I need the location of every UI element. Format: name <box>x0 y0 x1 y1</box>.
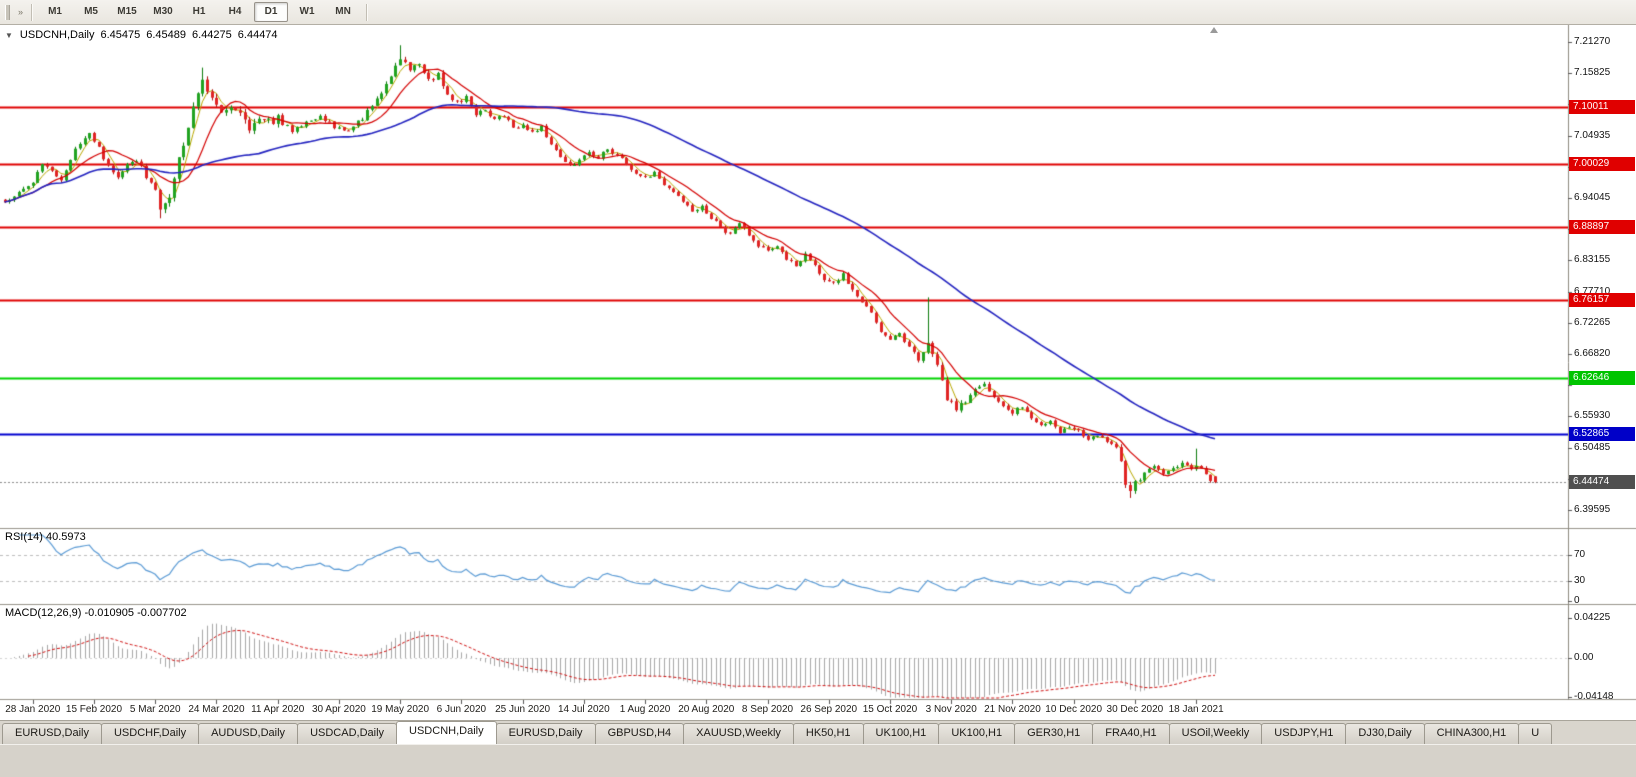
chart-shift-marker[interactable] <box>1210 27 1218 33</box>
current-price-badge: 6.44474 <box>1569 475 1635 490</box>
price-chart-canvas[interactable] <box>0 25 1636 720</box>
macd-indicator-label: MACD(12,26,9) -0.010905 -0.007702 <box>5 607 187 619</box>
chart-tab-UK100-H1[interactable]: UK100,H1 <box>938 723 1016 744</box>
hline-price-badge: 6.62646 <box>1569 370 1635 385</box>
date-axis-label: 15 Feb 2020 <box>65 704 123 715</box>
timeframe-button-M5[interactable]: M5 <box>84 6 98 17</box>
toolbar-separator <box>31 3 33 21</box>
price-axis-tick: 6.55930 <box>1574 410 1611 422</box>
price-axis-tick: 6.83155 <box>1574 254 1611 266</box>
price-axis-tick: 7.04935 <box>1574 129 1611 141</box>
chart-tab-XAUUSD-Weekly[interactable]: XAUUSD,Weekly <box>683 723 794 744</box>
date-axis-label: 21 Nov 2020 <box>984 704 1041 715</box>
chart-tab-USDJPY-H1[interactable]: USDJPY,H1 <box>1261 723 1347 744</box>
date-axis-label: 1 Aug 2020 <box>619 704 671 715</box>
price-axis-tick: 6.50485 <box>1574 441 1611 453</box>
chart-tab-EURUSD-Daily[interactable]: EURUSD,Daily <box>495 723 596 744</box>
chart-tab-FRA40-H1[interactable]: FRA40,H1 <box>1092 723 1170 744</box>
chart-tab-UK100-H1[interactable]: UK100,H1 <box>862 723 940 744</box>
timeframe-button-MN[interactable]: MN <box>335 6 351 17</box>
date-axis-label: 30 Dec 2020 <box>1106 704 1164 715</box>
chart-title: ▼ USDCNH,Daily 6.45475 6.45489 6.44275 6… <box>5 29 278 41</box>
chart-close-value: 6.44474 <box>237 29 278 41</box>
toolbar-overflow-icon[interactable]: » <box>18 7 24 17</box>
price-axis-tick: 7.15825 <box>1574 67 1611 79</box>
macd-axis-label: 0.04225 <box>1574 611 1611 623</box>
date-axis-label: 25 Jun 2020 <box>495 704 551 715</box>
date-axis-label: 15 Oct 2020 <box>862 704 918 715</box>
hline-price-badge: 7.00029 <box>1569 156 1635 171</box>
chart-tab-DJ30-Daily[interactable]: DJ30,Daily <box>1345 723 1425 744</box>
chart-tab-USOil-Weekly[interactable]: USOil,Weekly <box>1168 723 1263 744</box>
date-axis-label: 19 May 2020 <box>371 704 430 715</box>
toolbar-separator <box>366 3 368 21</box>
price-axis-tick: 6.72265 <box>1574 316 1611 328</box>
price-axis-tick: 6.94045 <box>1574 191 1611 203</box>
chart-tab-HK50-H1[interactable]: HK50,H1 <box>792 723 864 744</box>
toolbar-grip-handle[interactable] <box>5 4 10 20</box>
date-axis-label: 18 Jan 2021 <box>1168 704 1224 715</box>
rsi-axis-label: 70 <box>1574 548 1586 560</box>
hline-price-badge: 6.88897 <box>1569 220 1635 235</box>
rsi-axis-label: 0 <box>1574 595 1580 606</box>
timeframe-button-M15[interactable]: M15 <box>117 6 137 17</box>
chart-tab-EURUSD-Daily[interactable]: EURUSD,Daily <box>2 723 102 744</box>
date-axis-label: 24 Mar 2020 <box>188 704 245 715</box>
price-axis-tick: 6.39595 <box>1574 503 1611 515</box>
timeframe-button-H1[interactable]: H1 <box>192 6 206 17</box>
macd-axis-label: -0.04148 <box>1574 691 1614 703</box>
hline-price-badge: 6.52865 <box>1569 426 1635 441</box>
chart-tab-U[interactable]: U <box>1518 723 1553 744</box>
chart-title-symbol: USDCNH,Daily <box>19 29 95 41</box>
chart-tab-USDCAD-Daily[interactable]: USDCAD,Daily <box>297 723 398 744</box>
chart-high-value: 6.45489 <box>146 29 187 41</box>
date-axis-label: 20 Aug 2020 <box>678 704 735 715</box>
date-axis-label: 14 Jul 2020 <box>557 704 610 715</box>
chart-tab-CHINA300-H1[interactable]: CHINA300,H1 <box>1423 723 1520 744</box>
date-axis-label: 30 Apr 2020 <box>311 704 366 715</box>
status-band <box>0 744 1636 777</box>
date-axis-label: 6 Jun 2020 <box>436 704 487 715</box>
chart-tabs-bar: EURUSD,Daily USDCHF,Daily AUDUSD,Daily USDC… <box>0 720 1636 744</box>
chart-window: ▼ USDCNH,Daily 6.45475 6.45489 6.44275 6… <box>0 25 1636 720</box>
macd-axis-label: 0.00 <box>1574 652 1594 663</box>
timeframe-button-M30[interactable]: M30 <box>153 6 173 17</box>
hline-price-badge: 7.10011 <box>1569 99 1635 114</box>
chart-low-value: 6.44275 <box>192 29 232 41</box>
price-axis-tick: 6.66820 <box>1574 347 1611 359</box>
date-axis-label: 8 Sep 2020 <box>741 704 794 715</box>
timeframe-button-H4[interactable]: H4 <box>228 6 242 17</box>
date-axis-label: 5 Mar 2020 <box>129 704 181 715</box>
chart-tab-USDCNH-Daily[interactable]: USDCNH,Daily <box>396 721 497 744</box>
chart-menu-icon[interactable]: ▼ <box>5 30 13 40</box>
rsi-indicator-label: RSI(14) 40.5973 <box>5 531 86 543</box>
chart-tab-AUDUSD-Daily[interactable]: AUDUSD,Daily <box>198 723 299 744</box>
hline-price-badge: 6.76157 <box>1569 293 1635 308</box>
date-axis-label: 11 Apr 2020 <box>251 704 305 715</box>
chart-tab-USDCHF-Daily[interactable]: USDCHF,Daily <box>100 723 200 744</box>
date-axis-label: 26 Sep 2020 <box>800 704 858 715</box>
timeframe-button-group: M1 M5 M15 M30 H1 H4 D1 W1 MN <box>37 2 361 22</box>
timeframe-toolbar: » M1 M5 M15 M30 H1 H4 D1 W1 MN <box>0 0 1636 25</box>
chart-tab-GBPUSD-H4[interactable]: GBPUSD,H4 <box>594 723 685 744</box>
price-axis-tick: 6.77710 <box>1574 285 1611 297</box>
price-axis-tick: 7.21270 <box>1574 36 1611 47</box>
date-axis-label: 28 Jan 2020 <box>5 704 61 715</box>
rsi-axis-label: 30 <box>1574 575 1586 587</box>
timeframe-button-W1[interactable]: W1 <box>299 6 315 17</box>
chart-tab-GER30-H1[interactable]: GER30,H1 <box>1014 723 1094 744</box>
date-axis-label: 10 Dec 2020 <box>1045 704 1103 715</box>
chart-open-value: 6.45475 <box>100 29 141 41</box>
date-axis-label: 3 Nov 2020 <box>925 704 977 715</box>
timeframe-button-M1[interactable]: M1 <box>48 6 62 17</box>
timeframe-button-D1[interactable]: D1 <box>254 2 289 22</box>
